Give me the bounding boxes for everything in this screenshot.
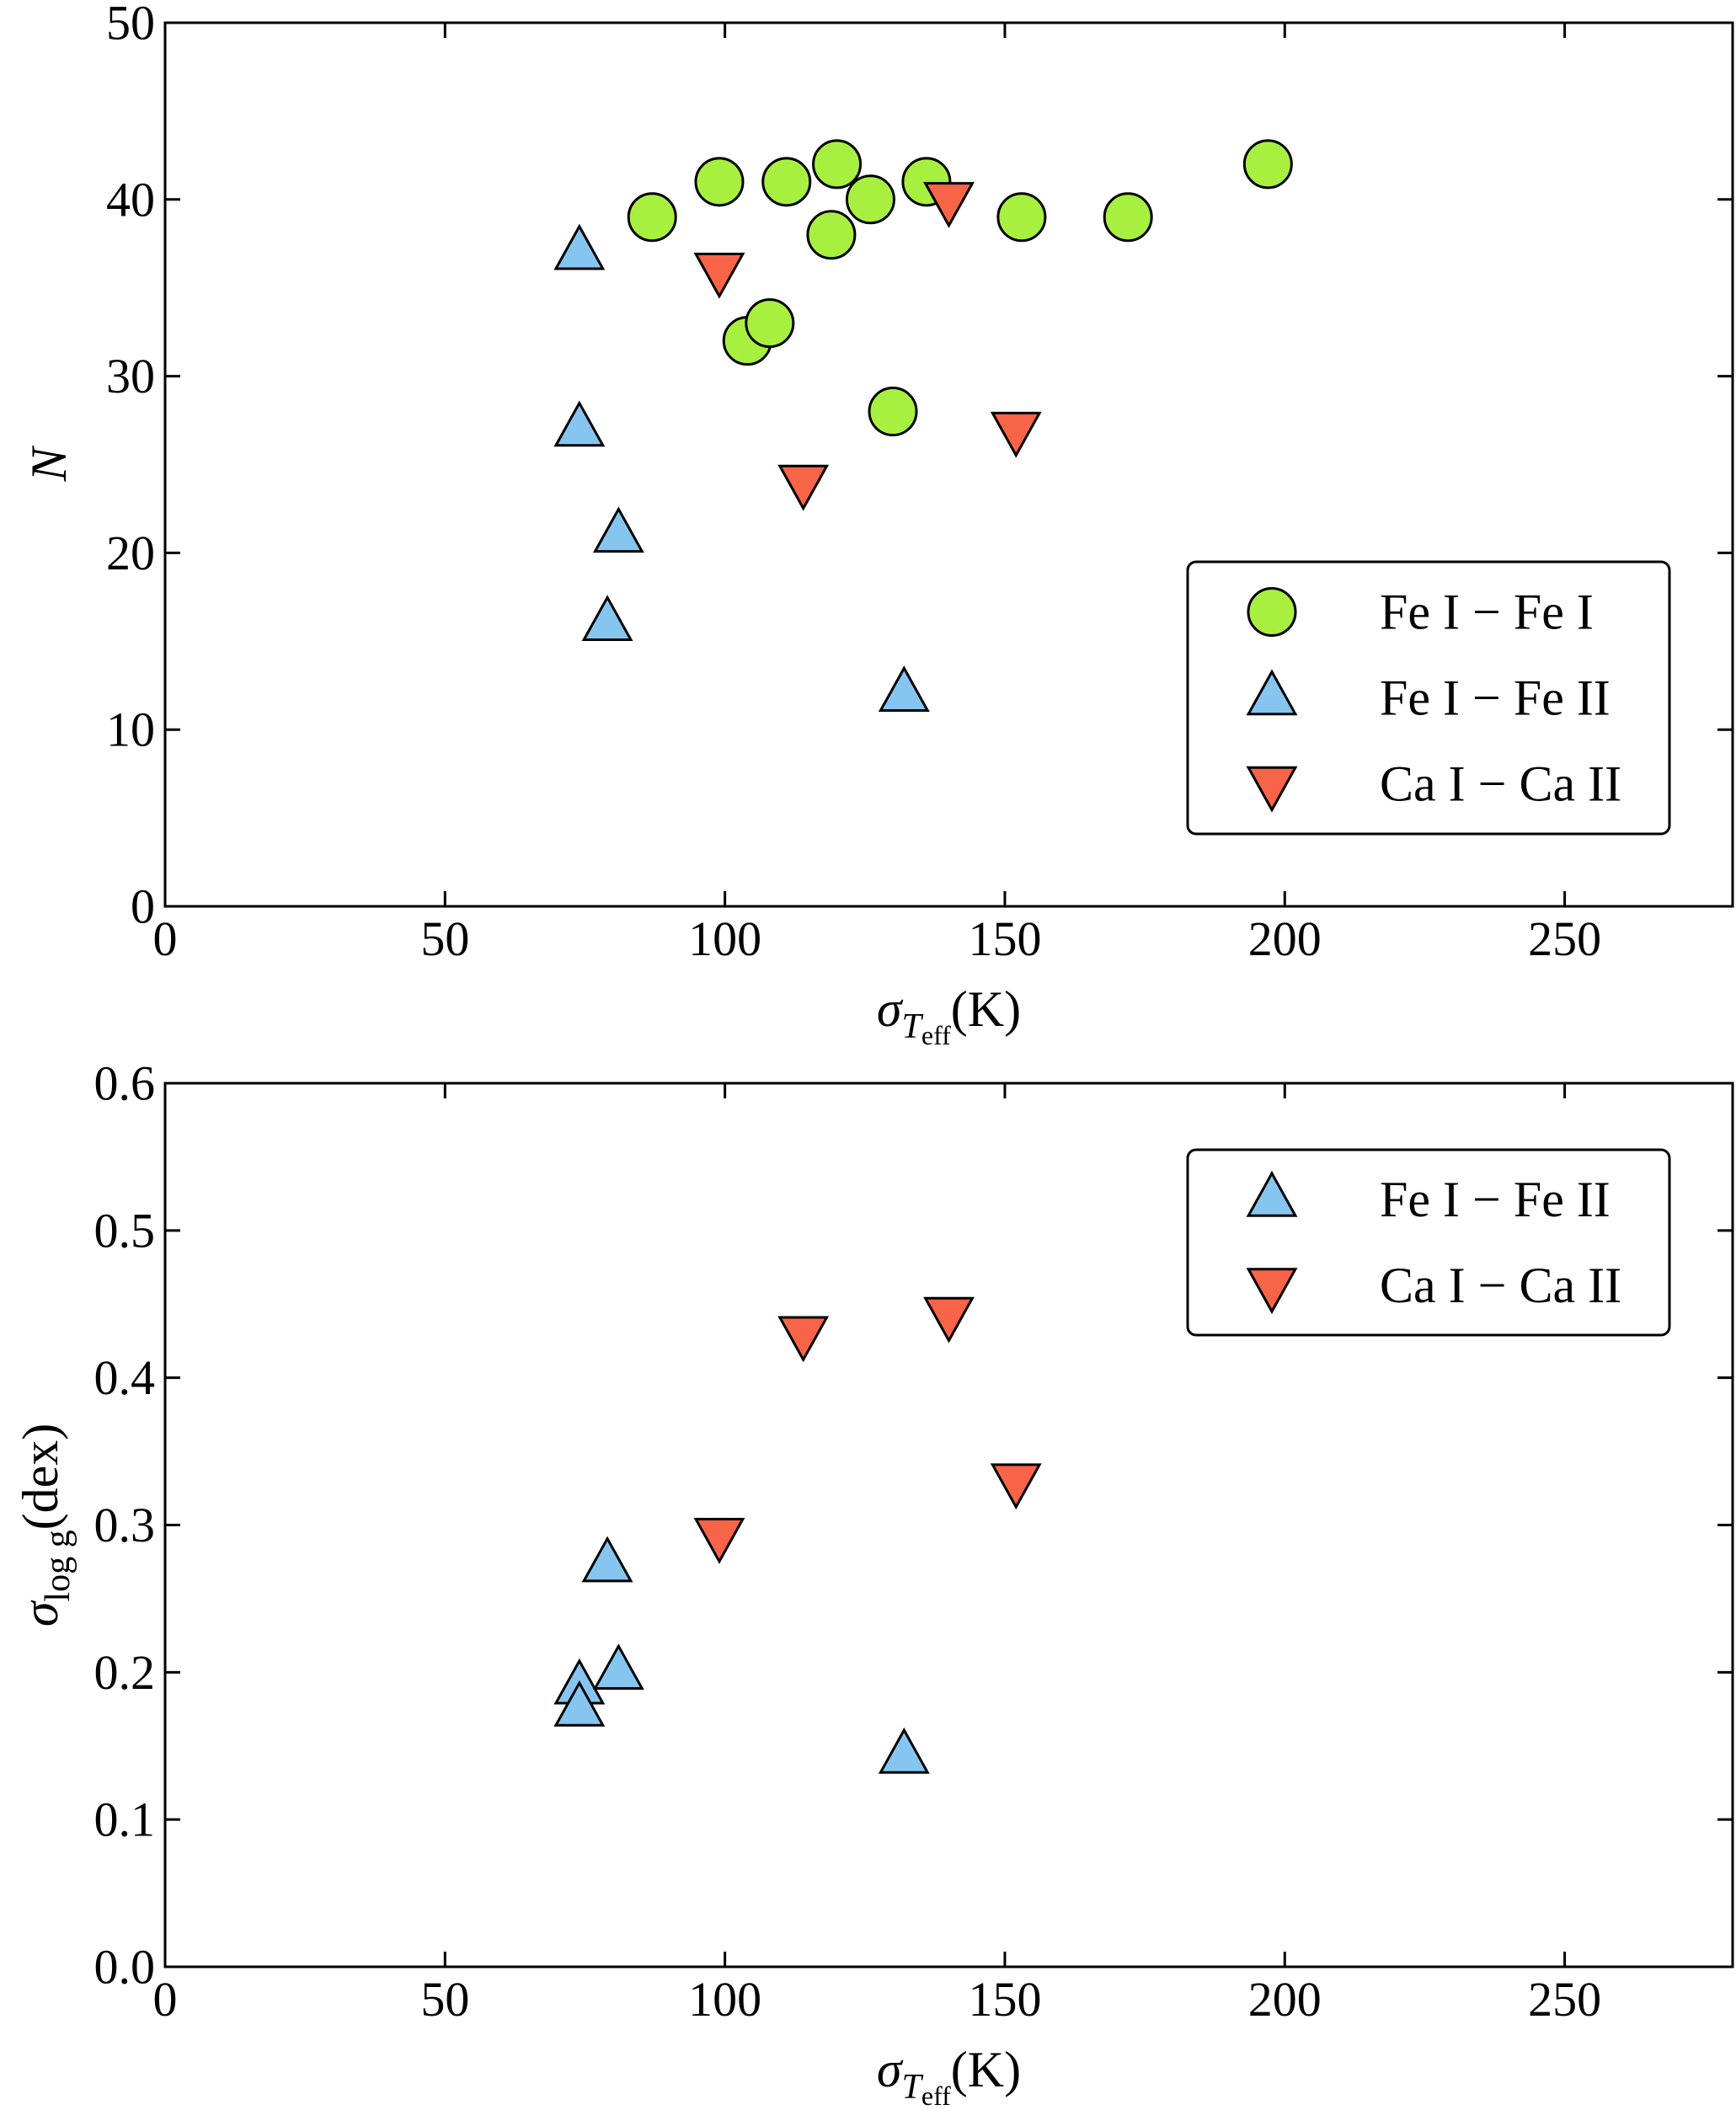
x-tick-label: 0 bbox=[153, 911, 178, 966]
legend-item: Fe I − Fe II bbox=[1246, 1170, 1610, 1227]
x-axis-label-symbol: σ bbox=[877, 981, 904, 1037]
data-point bbox=[923, 182, 975, 228]
legend-marker bbox=[1246, 1170, 1298, 1217]
legend-marker bbox=[1247, 587, 1297, 637]
x-tick-label: 50 bbox=[420, 1972, 469, 2027]
legend-label: Fe I − Fe II bbox=[1380, 1172, 1610, 1227]
x-axis-label-symbol: σ bbox=[877, 2042, 904, 2097]
data-points bbox=[553, 1296, 1042, 1774]
data-point bbox=[1103, 192, 1153, 243]
plot-frame bbox=[163, 21, 1734, 908]
y-axis-label: N bbox=[21, 446, 77, 483]
legend: Fe I − Fe I Fe I − Fe II Ca I − Ca II bbox=[1186, 560, 1671, 836]
legend-label: Ca I − Ca II bbox=[1380, 1258, 1621, 1313]
data-point bbox=[592, 1643, 644, 1691]
legend-label: Fe I − Fe I bbox=[1380, 585, 1594, 640]
data-point bbox=[868, 387, 918, 437]
data-point bbox=[1242, 139, 1293, 190]
data-point bbox=[693, 1518, 745, 1564]
panel-top: 0 50 100 150 200 250 0 10 20 30 40 50 σTeff(K) N Fe I … bbox=[21, 0, 1734, 1050]
data-point bbox=[845, 174, 895, 225]
series-triangle-down bbox=[693, 1296, 1042, 1564]
data-point bbox=[878, 1727, 930, 1774]
series-triangle-down bbox=[693, 182, 1042, 511]
data-point bbox=[990, 411, 1042, 458]
data-point bbox=[581, 1536, 633, 1583]
data-point bbox=[694, 157, 745, 207]
legend-item: Fe I − Fe I bbox=[1247, 585, 1594, 640]
x-tick-label: 250 bbox=[1528, 1972, 1601, 2027]
legend-box bbox=[1186, 1148, 1671, 1337]
x-tick-label: 50 bbox=[420, 911, 469, 966]
y-tick-label: 0.5 bbox=[94, 1203, 156, 1258]
x-tick-label: 250 bbox=[1528, 911, 1601, 966]
x-tick-label: 150 bbox=[968, 1972, 1041, 2027]
legend-label: Fe I − Fe II bbox=[1380, 670, 1610, 726]
x-tick-label: 200 bbox=[1248, 1972, 1322, 2027]
x-axis-label: σTeff(K) bbox=[877, 981, 1021, 1050]
x-tick-label: 200 bbox=[1248, 911, 1322, 966]
x-tick-label: 150 bbox=[968, 911, 1041, 966]
data-point bbox=[553, 1680, 606, 1727]
y-tick-label: 10 bbox=[106, 702, 155, 757]
legend-label: Ca I − Ca II bbox=[1380, 756, 1621, 812]
data-point bbox=[990, 1463, 1042, 1510]
data-point bbox=[761, 157, 812, 207]
y-tick-label: 0 bbox=[131, 879, 155, 934]
y-tick-label: 0.3 bbox=[94, 1498, 156, 1552]
y-tick-label: 0.6 bbox=[94, 1056, 156, 1111]
legend-box bbox=[1186, 560, 1671, 836]
legend-marker bbox=[1246, 1268, 1298, 1315]
data-point bbox=[693, 253, 745, 299]
x-axis-label-unit: (K) bbox=[951, 981, 1021, 1037]
data-point bbox=[923, 1296, 975, 1343]
data-point bbox=[592, 506, 644, 553]
y-tick-label: 40 bbox=[106, 172, 155, 227]
x-tick-label: 100 bbox=[688, 911, 761, 966]
legend: Fe I − Fe II Ca I − Ca II bbox=[1186, 1148, 1671, 1337]
legend-item: Ca I − Ca II bbox=[1246, 756, 1621, 813]
y-axis-label-symbol: σ bbox=[13, 1600, 68, 1627]
y-tick-label: 0.2 bbox=[94, 1645, 156, 1700]
data-point bbox=[553, 400, 606, 447]
legend-item: Ca I − Ca II bbox=[1246, 1258, 1621, 1315]
x-tick-label: 0 bbox=[153, 1972, 178, 2027]
data-point bbox=[777, 464, 830, 511]
data-point bbox=[581, 595, 633, 642]
y-tick-label: 20 bbox=[106, 526, 155, 580]
data-point bbox=[996, 192, 1047, 243]
x-axis-label-sub: T bbox=[902, 2068, 924, 2107]
y-tick-label: 30 bbox=[106, 349, 155, 403]
x-axis-label-unit: (K) bbox=[951, 2042, 1021, 2097]
data-point bbox=[627, 192, 677, 243]
legend-marker bbox=[1246, 766, 1298, 813]
y-tick-label: 0.0 bbox=[94, 1940, 156, 1995]
y-tick-label: 0.1 bbox=[94, 1792, 156, 1847]
y-axis-label-sub: log g bbox=[39, 1530, 77, 1601]
series-circle bbox=[627, 139, 1293, 437]
legend-item: Fe I − Fe II bbox=[1246, 669, 1610, 726]
y-axis-label: σlog g(dex) bbox=[13, 1424, 77, 1627]
data-point bbox=[777, 1316, 830, 1363]
x-axis-label-sub: T bbox=[902, 1007, 924, 1046]
data-point bbox=[878, 665, 930, 712]
x-tick-label: 100 bbox=[688, 1972, 761, 2027]
data-point bbox=[812, 139, 863, 190]
y-tick-label: 50 bbox=[106, 0, 155, 51]
data-points bbox=[553, 139, 1293, 712]
x-axis-label-subsub: eff bbox=[921, 2081, 951, 2110]
legend-marker bbox=[1246, 669, 1298, 716]
y-axis-label-unit: (dex) bbox=[13, 1424, 68, 1530]
data-point bbox=[553, 223, 606, 270]
panel-bottom: 0 50 100 150 200 2500.00.10.20.30.40.50.6σTef… bbox=[13, 1056, 1734, 2110]
y-tick-label: 0.4 bbox=[94, 1350, 156, 1405]
x-axis-label: σTeff(K) bbox=[877, 2042, 1021, 2110]
series-triangle-up bbox=[553, 1536, 930, 1774]
series-triangle-up bbox=[553, 223, 930, 712]
x-axis-label-subsub: eff bbox=[921, 1020, 951, 1050]
data-point bbox=[806, 210, 857, 260]
data-point bbox=[745, 298, 795, 349]
